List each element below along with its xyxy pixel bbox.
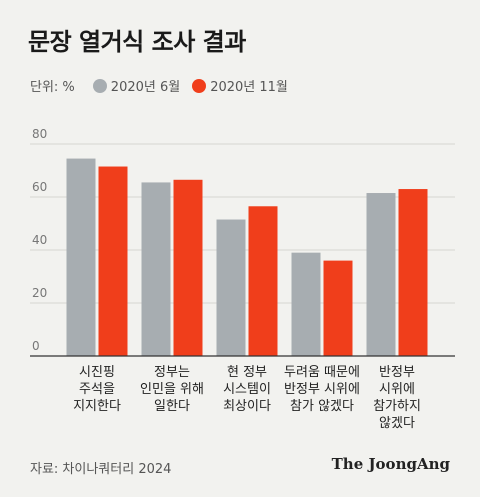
y-tick-label: 20: [32, 286, 47, 300]
x-tick-label-line: 지지한다: [73, 399, 121, 414]
y-tick-label: 40: [32, 233, 47, 247]
bar-series2: [173, 179, 203, 356]
legend-item-series1: 2020년 6월: [92, 76, 181, 95]
x-tick-label-line: 인민을 위해: [140, 382, 204, 397]
x-tick-label-line: 시위에: [379, 382, 415, 397]
x-tick-label-line: 않겠다: [379, 416, 415, 431]
x-tick-label-line: 반정부: [379, 365, 415, 380]
bar-series1: [216, 219, 246, 356]
x-tick-label-line: 정부는: [154, 365, 190, 380]
legend-item-series2: 2020년 11월: [192, 76, 288, 95]
legend-swatch-series2: [192, 78, 207, 93]
legend-label-series1: 2020년 6월: [110, 80, 181, 95]
x-tick-label-line: 반정부 시위에: [284, 382, 360, 397]
legend: 단위: % 2020년 6월 2020년 11월: [30, 76, 300, 95]
x-tick-label-line: 일한다: [154, 399, 190, 414]
x-tick-label-line: 시진핑: [79, 365, 115, 380]
bar-series2: [398, 189, 428, 356]
source-note: 자료: 차이나쿼터리 2024: [30, 462, 172, 477]
x-tick-label-line: 참가 않겠다: [290, 399, 354, 414]
unit-label: 단위: %: [30, 80, 75, 95]
bar-series2: [323, 260, 353, 356]
x-tick-label-line: 현 정부: [227, 365, 267, 380]
y-tick-label: 0: [32, 339, 40, 353]
chart-title: 문장 열거식 조사 결과: [28, 28, 246, 56]
legend-swatch-series1: [92, 78, 107, 93]
bar-series1: [66, 158, 96, 356]
bar-series1: [366, 193, 396, 356]
y-tick-label: 60: [32, 180, 47, 194]
bar-series1: [291, 252, 321, 356]
bar-series2: [248, 206, 278, 356]
x-tick-label-line: 시스템이: [223, 382, 271, 397]
bar-series1: [141, 182, 171, 356]
x-tick-label-line: 참가하지: [373, 399, 421, 414]
x-tick-label-line: 최상이다: [223, 399, 271, 414]
bar-series2: [98, 166, 128, 356]
y-tick-label: 80: [32, 127, 47, 141]
x-tick-label-line: 주석을: [79, 382, 115, 397]
x-tick-label-line: 두려움 때문에: [284, 365, 360, 380]
brand-logo: The JoongAng: [331, 455, 450, 473]
legend-label-series2: 2020년 11월: [210, 80, 288, 95]
